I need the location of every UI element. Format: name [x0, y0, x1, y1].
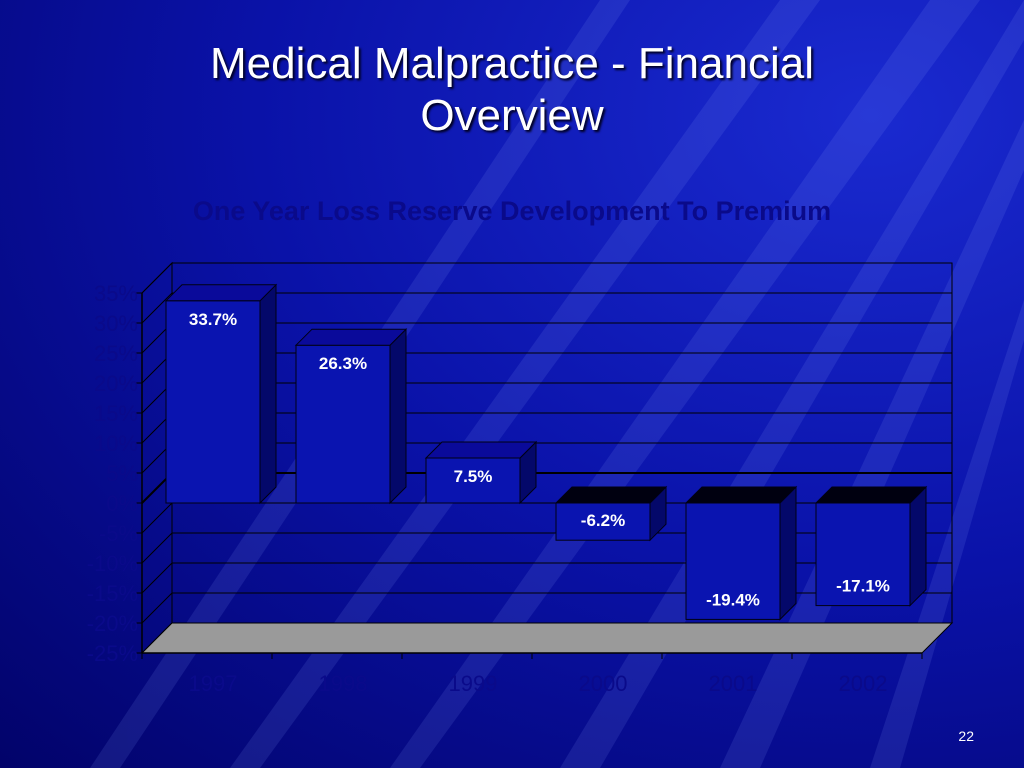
data-labels: 33.7% 26.3% 7.5% -6.2% -19.4% -17.1%	[189, 310, 890, 610]
x-tick-labels: 1997 1998 1999 2000 2001 2002	[189, 671, 888, 696]
bar-side	[259, 283, 277, 505]
x-tick-label: 1997	[189, 671, 238, 696]
chart-floor	[140, 622, 954, 654]
data-label: 26.3%	[319, 354, 367, 373]
data-label: 7.5%	[454, 467, 493, 486]
x-tick-label: 2000	[579, 671, 628, 696]
bar-front	[685, 502, 781, 620]
bar-side	[389, 327, 407, 505]
x-tick-label: 2001	[709, 671, 758, 696]
data-label: 33.7%	[189, 310, 237, 329]
bar	[424, 440, 538, 505]
bar-top	[294, 328, 408, 346]
bar	[684, 485, 798, 621]
y-tick-label: -10%	[87, 551, 138, 576]
data-label: -6.2%	[581, 511, 625, 530]
x-tick-label: 2002	[839, 671, 888, 696]
bar	[554, 485, 668, 542]
y-tick-label: 10%	[94, 431, 138, 456]
bar-front	[425, 457, 521, 504]
y-tick-label: 0%	[106, 491, 138, 516]
bar-top	[684, 486, 798, 504]
data-label: -19.4%	[706, 590, 760, 609]
bar-side	[909, 485, 927, 607]
bar	[294, 327, 408, 505]
chart-bars	[164, 283, 928, 621]
slide-title-line-1: Medical Malpractice - Financial	[210, 39, 814, 88]
bar-front	[815, 502, 911, 607]
y-tick-label: -5%	[99, 521, 138, 546]
slide-title: Medical Malpractice - Financial Overview	[0, 38, 1024, 142]
chart-axes	[136, 292, 923, 659]
y-tick-label: 25%	[94, 341, 138, 366]
page-number: 22	[958, 728, 974, 744]
y-tick-label: -20%	[87, 611, 138, 636]
bar	[814, 485, 928, 607]
bar-top	[164, 284, 278, 302]
y-tick-label: 15%	[94, 401, 138, 426]
y-tick-label: 35%	[94, 281, 138, 306]
y-tick-label: -15%	[87, 581, 138, 606]
bar	[164, 283, 278, 505]
y-tick-label: 20%	[94, 371, 138, 396]
bar-top	[424, 441, 538, 459]
bar-front	[165, 300, 261, 504]
slide-title-line-2: Overview	[420, 91, 604, 140]
x-tick-label: 1999	[449, 671, 498, 696]
y-tick-label: 30%	[94, 311, 138, 336]
gridline	[141, 262, 952, 294]
bar-side	[779, 485, 797, 621]
chart-title: One Year Loss Reserve Development To Pre…	[192, 196, 832, 226]
bar-top	[814, 486, 928, 504]
data-label: -17.1%	[836, 577, 890, 596]
y-tick-label: 5%	[106, 461, 138, 486]
x-tick-label: 1998	[319, 671, 368, 696]
bar-top	[554, 486, 668, 504]
y-tick-label: -25%	[87, 641, 138, 666]
gridline	[141, 292, 952, 324]
chart-floor-plane	[140, 622, 954, 654]
y-tick-labels: 35% 30% 25% 20% 15% 10% 5% 0% -5% -10% -15% -20% -25…	[87, 281, 138, 666]
